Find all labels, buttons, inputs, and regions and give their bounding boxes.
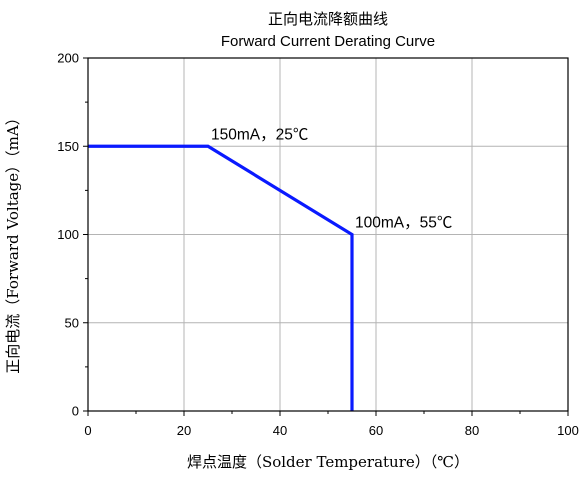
y-tick-label: 150 xyxy=(57,139,79,154)
axis-ticks: 0 20 40 60 80 100 0 50 100 150 200 xyxy=(57,51,579,439)
series-layer xyxy=(88,144,354,411)
chart-title-cn: 正向电流降额曲线 xyxy=(268,10,388,28)
x-tick-label: 40 xyxy=(273,423,287,438)
y-tick-label: 200 xyxy=(57,51,79,66)
point-annotation: 100mA，55℃ xyxy=(355,215,452,232)
x-tick-label: 80 xyxy=(465,423,479,438)
x-tick-label: 0 xyxy=(84,423,91,438)
x-tick-label: 20 xyxy=(177,423,191,438)
plot-frame xyxy=(87,57,569,412)
y-tick-label: 100 xyxy=(57,227,79,242)
grid-lines xyxy=(88,58,568,411)
x-tick-label: 100 xyxy=(557,423,579,438)
derating-curve-line xyxy=(88,144,354,411)
annotation-layer: 150mA，25℃ 100mA，55℃ xyxy=(211,126,452,231)
chart-title-en: Forward Current Derating Curve xyxy=(221,33,435,50)
y-tick-label: 0 xyxy=(72,404,79,419)
point-annotation: 150mA，25℃ xyxy=(211,126,308,143)
y-tick-label: 50 xyxy=(65,315,79,330)
y-axis-label: 正向电流（Forward Voltage）（mA） xyxy=(4,110,22,373)
x-axis-label: 焊点温度（Solder Temperature）（℃） xyxy=(187,453,469,471)
x-tick-label: 60 xyxy=(369,423,383,438)
